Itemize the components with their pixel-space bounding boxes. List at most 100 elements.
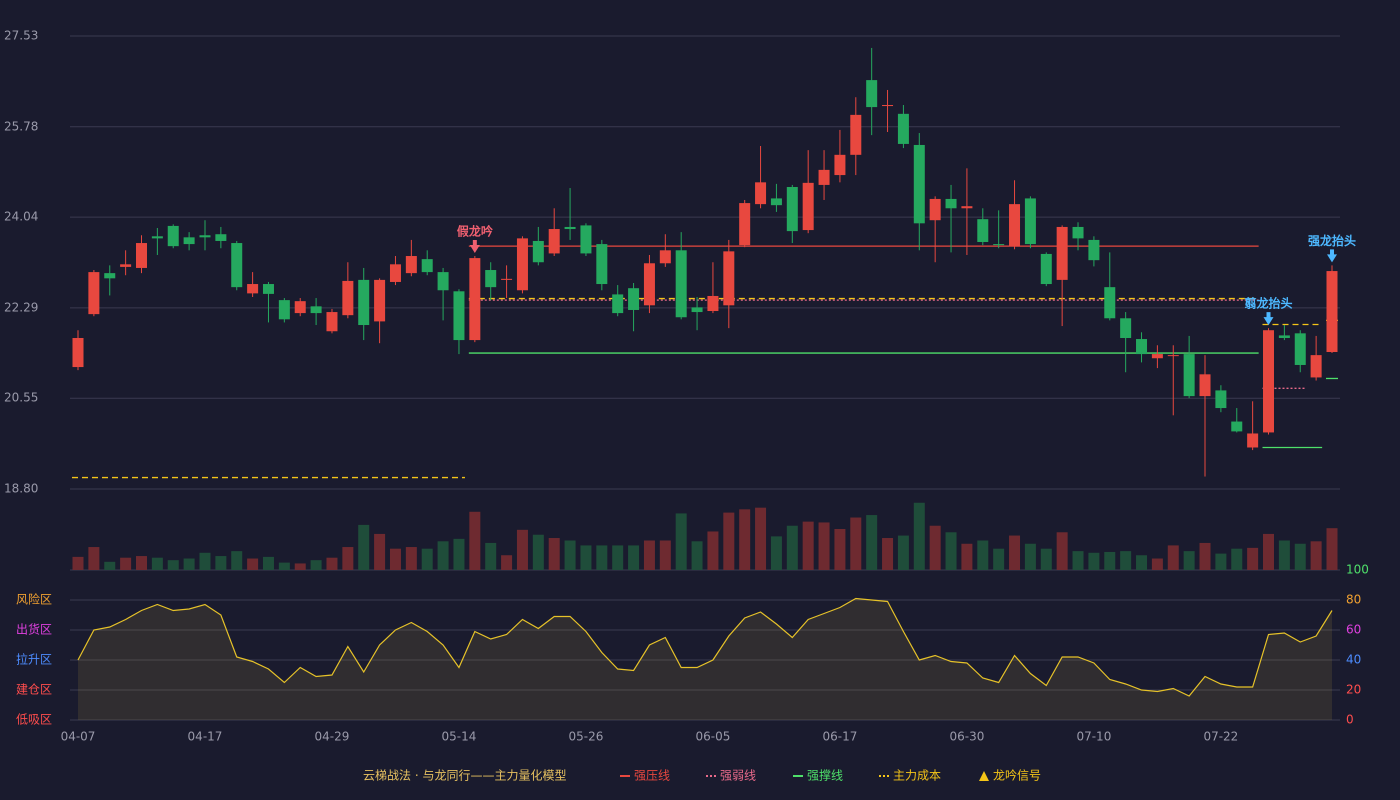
candle-body xyxy=(342,280,354,316)
candle-body xyxy=(1088,239,1100,261)
volume-bar xyxy=(1009,535,1021,570)
candle-body xyxy=(1056,226,1068,280)
candle-body xyxy=(1215,390,1227,409)
candle-body xyxy=(913,144,925,224)
y-tick-label: 22.29 xyxy=(4,300,38,314)
y2-tick-label: 60 xyxy=(1346,623,1361,637)
candle-body xyxy=(501,278,513,280)
candle-body xyxy=(1231,421,1243,432)
annotation-arrow xyxy=(1327,249,1337,263)
x-tick-label: 04-29 xyxy=(315,730,350,744)
x-tick-label: 06-17 xyxy=(822,730,857,744)
candle-body xyxy=(1167,355,1179,357)
x-tick-label: 05-14 xyxy=(442,730,477,744)
volume-bar xyxy=(199,552,211,570)
y-tick-label: 25.78 xyxy=(4,119,38,133)
volume-bar xyxy=(1263,533,1275,570)
candle-body xyxy=(1151,354,1163,359)
volume-bar xyxy=(342,547,354,570)
volume-bar xyxy=(389,548,401,570)
volume-bar xyxy=(167,560,179,570)
candle-body xyxy=(167,225,179,247)
volume-bar xyxy=(421,548,433,570)
candle-body xyxy=(723,251,735,306)
volume-bar xyxy=(755,507,767,570)
candle-body xyxy=(1072,226,1084,239)
x-tick-label: 07-22 xyxy=(1203,730,1238,744)
candle-body xyxy=(1278,335,1290,338)
candle-body xyxy=(675,250,687,318)
volume-bar xyxy=(310,560,322,570)
volume-bar xyxy=(358,524,370,570)
candle-body xyxy=(850,114,862,155)
volume-bar xyxy=(882,538,894,570)
legend-label: 龙吟信号 xyxy=(993,768,1041,783)
y-tick-label: 20.55 xyxy=(4,391,38,405)
volume-bar xyxy=(977,540,989,570)
volume-bar xyxy=(1024,543,1036,570)
volume-bar xyxy=(294,563,306,570)
volume-bar xyxy=(913,502,925,570)
candle-body xyxy=(1294,333,1306,365)
y-tick-label: 27.53 xyxy=(4,29,38,43)
legend-swatch xyxy=(979,771,989,781)
volume-bar xyxy=(1104,551,1116,570)
candle-body xyxy=(1247,433,1259,448)
y2-tick-label: 0 xyxy=(1346,713,1354,727)
legend-label: 强压线 xyxy=(634,769,670,783)
candle-body xyxy=(802,182,814,231)
candle-body xyxy=(866,80,878,108)
candle-body xyxy=(1310,355,1322,378)
volume-bar xyxy=(707,531,719,570)
volume-bar xyxy=(675,513,687,570)
volume-bar xyxy=(596,545,608,570)
candle-body xyxy=(532,240,544,263)
legend-label: 主力成本 xyxy=(893,769,941,783)
candle-body xyxy=(1326,271,1338,353)
volume-bar xyxy=(532,534,544,570)
volume-bar xyxy=(945,532,957,570)
candle-body xyxy=(247,284,259,294)
volume-bar xyxy=(897,535,909,570)
volume-bar xyxy=(326,557,338,570)
volume-bar xyxy=(72,556,84,570)
volume-bar xyxy=(231,551,243,570)
indicator-area xyxy=(78,598,1332,720)
volume-bar xyxy=(1294,543,1306,570)
candle-body xyxy=(628,288,640,310)
zone-label: 建仓区 xyxy=(16,683,52,697)
candle-body xyxy=(358,279,370,326)
volume-bar xyxy=(580,545,592,570)
zone-label: 低吸区 xyxy=(16,713,52,727)
candle-body xyxy=(659,250,671,264)
annotation-arrow xyxy=(1263,312,1274,326)
legend-label: 强弱线 xyxy=(720,769,756,783)
volume-bar xyxy=(1183,551,1195,570)
annotation-label: 假龙吟 xyxy=(457,224,493,239)
annotation-arrow xyxy=(469,240,480,254)
candle-body xyxy=(612,294,624,314)
volume-bar xyxy=(215,556,227,570)
y-tick-label: 18.80 xyxy=(4,482,38,496)
volume-bar xyxy=(516,529,528,570)
candle-body xyxy=(882,105,894,107)
candle-body xyxy=(231,243,243,288)
volume-bar xyxy=(1088,552,1100,570)
candle-body xyxy=(1263,330,1275,433)
volume-bar xyxy=(659,540,671,570)
candle-body xyxy=(834,154,846,176)
volume-bar xyxy=(961,543,973,570)
volume-bar xyxy=(469,511,481,570)
candle-body xyxy=(770,198,782,206)
volume-bar xyxy=(802,521,814,570)
volume-bar xyxy=(1215,553,1227,570)
volume-bar xyxy=(834,529,846,570)
candle-body xyxy=(516,238,528,291)
volume-bar xyxy=(120,557,132,570)
candle-body xyxy=(215,234,227,241)
candle-body xyxy=(389,264,401,282)
candle-body xyxy=(596,244,608,285)
candle-body xyxy=(374,279,386,322)
candle-body xyxy=(1199,374,1211,397)
